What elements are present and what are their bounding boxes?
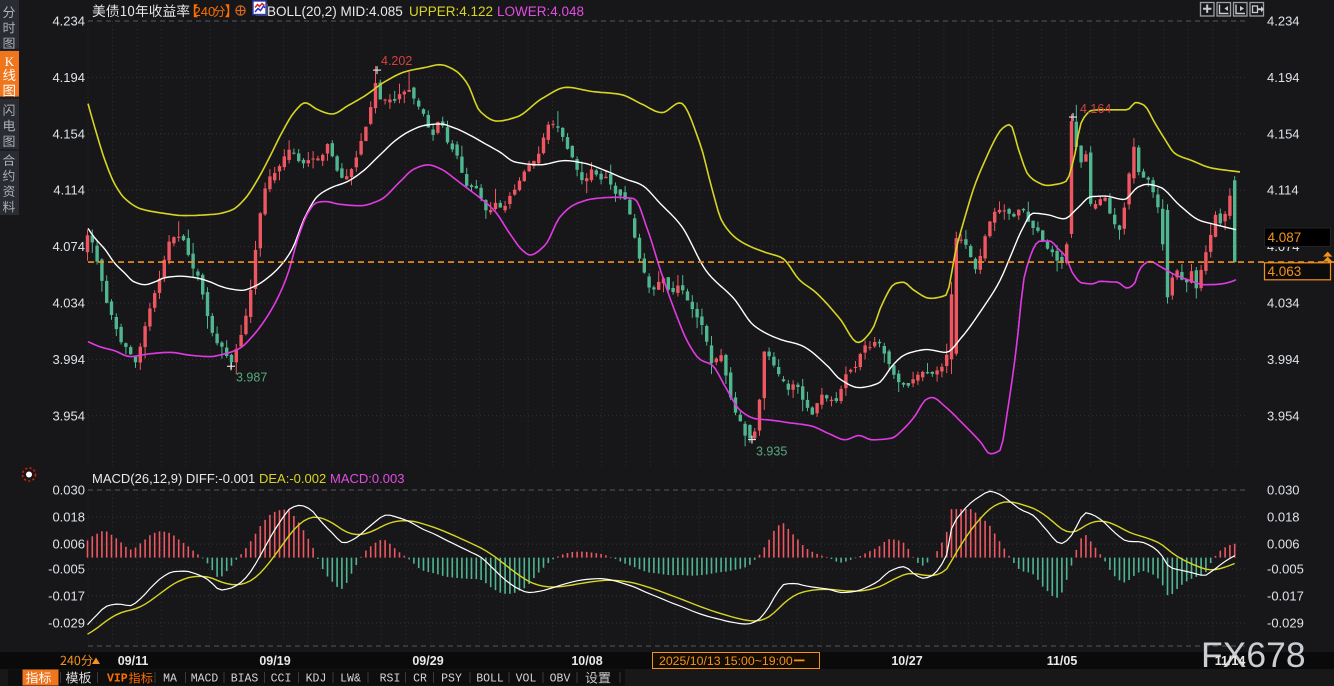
svg-text:0.030: 0.030 [1267,482,1300,497]
svg-text:4.234: 4.234 [1267,14,1300,29]
svg-text:DEA:-0.002: DEA:-0.002 [259,471,326,486]
svg-text:09/19: 09/19 [259,654,290,668]
svg-text:09/11: 09/11 [118,654,149,668]
svg-text:OBV: OBV [550,673,571,686]
svg-text:BIAS: BIAS [231,673,259,686]
svg-text:4.154: 4.154 [52,126,85,141]
svg-text:LOWER:4.048: LOWER:4.048 [497,4,584,19]
svg-text:LW&: LW& [340,673,361,686]
svg-text:-0.029: -0.029 [48,615,85,630]
svg-text:4.164: 4.164 [1080,102,1111,116]
svg-text:RSI: RSI [380,673,401,686]
svg-text:3.935: 3.935 [756,445,787,459]
svg-text:MA: MA [163,673,177,686]
svg-text:4.034: 4.034 [1267,296,1300,311]
svg-text:-0.005: -0.005 [48,561,85,576]
svg-text:UPPER:4.122: UPPER:4.122 [409,4,493,19]
svg-text:4.114: 4.114 [1267,183,1299,198]
svg-text:K: K [5,54,15,69]
svg-text:10/08: 10/08 [571,654,602,668]
svg-text:KDJ: KDJ [306,673,327,686]
svg-text:11/14: 11/14 [1215,654,1246,668]
svg-text:09/29: 09/29 [412,654,443,668]
svg-text:4.234: 4.234 [52,14,85,29]
svg-text:BOLL: BOLL [476,673,504,686]
svg-text:4.154: 4.154 [1267,126,1300,141]
svg-text:-0.029: -0.029 [1267,615,1304,630]
svg-text:MACD:0.003: MACD:0.003 [330,471,404,486]
svg-text:-0.017: -0.017 [48,588,85,603]
svg-text:-0.017: -0.017 [1267,588,1304,603]
svg-text:240: 240 [194,4,216,19]
svg-text:VIP: VIP [107,673,128,686]
svg-text:CR: CR [413,673,427,686]
svg-text:BOLL(20,2) MID:4.085: BOLL(20,2) MID:4.085 [267,4,403,19]
svg-text:3.987: 3.987 [236,370,267,384]
svg-text:0.018: 0.018 [1267,510,1300,525]
svg-text:10/27: 10/27 [891,654,922,668]
svg-text:0.030: 0.030 [52,482,85,497]
svg-text:3.954: 3.954 [1267,408,1300,423]
svg-text:4.063: 4.063 [1268,264,1302,279]
svg-text:4.114: 4.114 [53,183,85,198]
svg-text:4.074: 4.074 [52,239,85,254]
svg-text:0.006: 0.006 [1267,537,1300,552]
svg-text:3.954: 3.954 [52,408,85,423]
svg-text:CCI: CCI [271,673,292,686]
svg-text:4.194: 4.194 [1267,70,1300,85]
svg-text:MACD(26,12,9) DIFF:-0.001: MACD(26,12,9) DIFF:-0.001 [92,471,255,486]
svg-text:PSY: PSY [441,673,462,686]
svg-text:4.087: 4.087 [1268,230,1302,245]
svg-text:4.034: 4.034 [52,296,85,311]
svg-text:2025/10/13 15:00~19:00: 2025/10/13 15:00~19:00 [659,654,793,668]
svg-text:3.994: 3.994 [52,352,85,367]
svg-text:-0.005: -0.005 [1267,561,1304,576]
svg-text:3.994: 3.994 [1267,352,1300,367]
svg-text:11/05: 11/05 [1047,654,1078,668]
svg-text:FX678: FX678 [1201,635,1306,675]
svg-text:4.202: 4.202 [381,54,412,68]
svg-text:4.194: 4.194 [52,70,85,85]
svg-text:VOL: VOL [516,673,537,686]
svg-text:MACD: MACD [191,673,219,686]
svg-text:0.018: 0.018 [52,510,85,525]
svg-text:0.006: 0.006 [52,537,85,552]
